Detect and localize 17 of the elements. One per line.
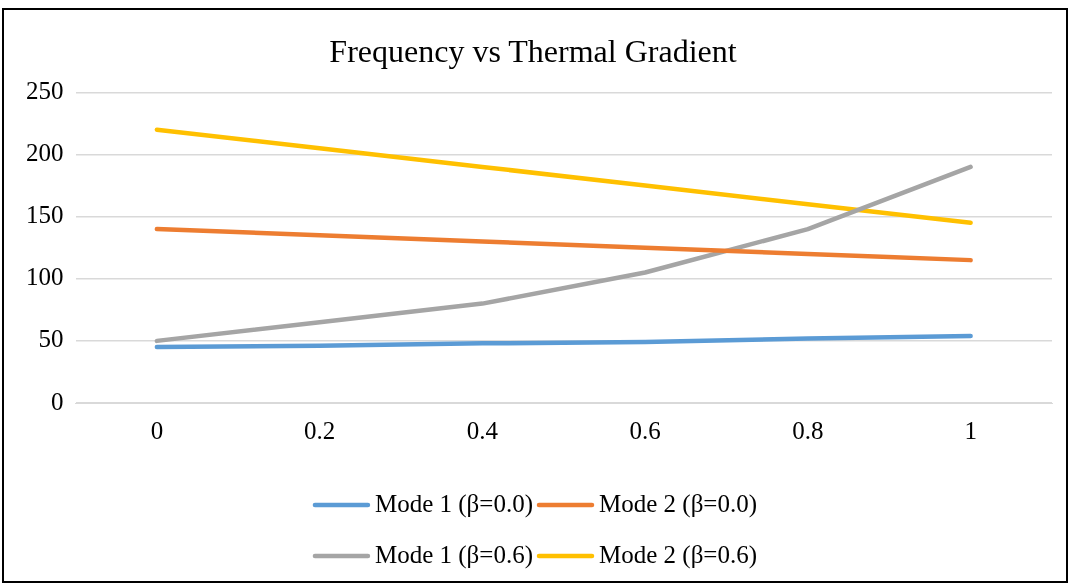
x-tick-label: 0.8	[792, 416, 824, 444]
legend-label: Mode 2 (β=0.6)	[599, 540, 758, 569]
y-tick-label: 250	[26, 76, 64, 104]
x-tick-label: 1	[964, 416, 977, 444]
y-tick-label: 0	[51, 387, 64, 415]
legend-label: Mode 1 (β=0.0)	[374, 489, 533, 518]
y-tick-label: 100	[26, 263, 64, 291]
x-tick-label: 0.2	[304, 416, 336, 444]
legend-label: Mode 2 (β=0.0)	[599, 489, 758, 518]
legend-label: Mode 1 (β=0.6)	[374, 540, 533, 569]
y-tick-label: 50	[38, 325, 64, 353]
x-tick-label: 0.4	[466, 416, 499, 444]
x-tick-label: 0	[150, 416, 164, 444]
y-tick-label: 150	[26, 201, 64, 229]
y-tick-label: 200	[26, 139, 64, 167]
x-tick-label: 0.6	[629, 416, 661, 444]
chart-title: Frequency vs Thermal Gradient	[329, 32, 737, 69]
